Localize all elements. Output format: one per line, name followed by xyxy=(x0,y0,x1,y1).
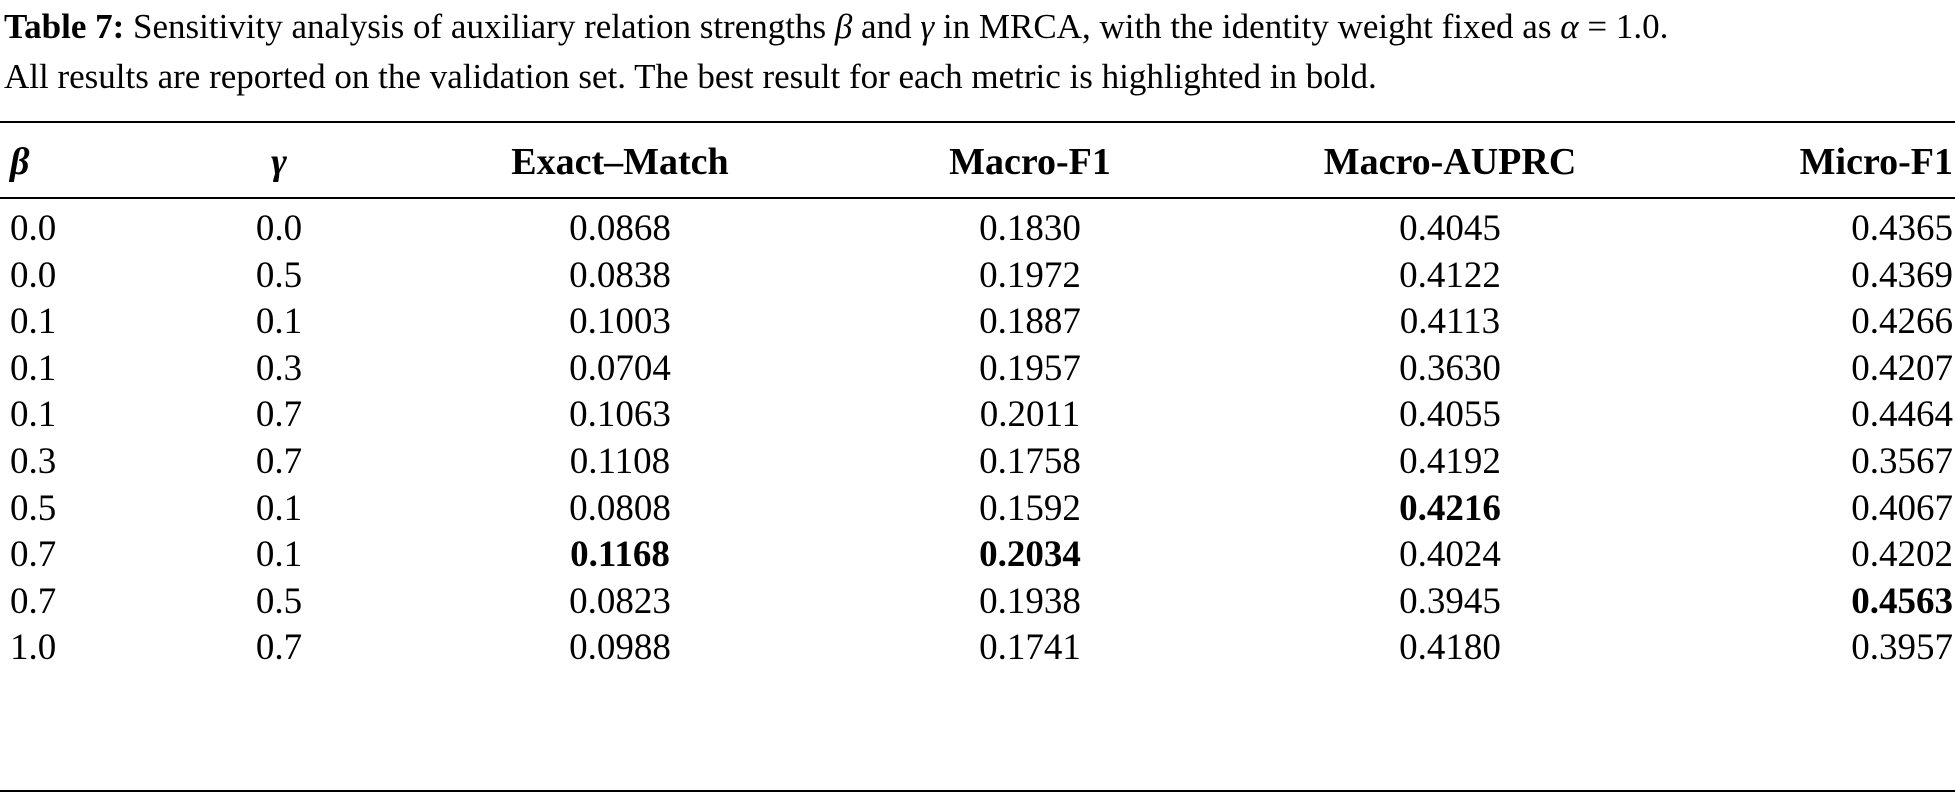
cell-macro-f1: 0.1592 xyxy=(979,487,1081,529)
cell-micro-f1: 0.4464 xyxy=(1851,394,1953,436)
caption-beta-symbol: β xyxy=(834,7,853,46)
cell-exact-match: 0.0988 xyxy=(569,627,671,669)
cell-macro-f1: 0.1972 xyxy=(979,254,1081,296)
cell-beta: 1.0 xyxy=(10,627,57,669)
cell-micro-f1: 0.4266 xyxy=(1851,301,1953,343)
caption-line-1: Table 7: Sensitivity analysis of auxilia… xyxy=(4,2,1954,52)
cell-macro-auprc: 0.4216 xyxy=(1399,487,1501,529)
cell-macro-auprc: 0.4122 xyxy=(1399,254,1501,296)
cell-gamma: 0.7 xyxy=(255,394,303,436)
cell-gamma: 0.7 xyxy=(255,441,303,482)
table-row: 1.0 0.7 0.0988 0.1741 0.4180 0.3957 xyxy=(0,619,1955,677)
cell-micro-f1: 0.4563 xyxy=(1851,580,1953,622)
cell-macro-auprc: 0.3630 xyxy=(1399,347,1501,389)
table-row: 0.7 0.1 0.1168 0.2034 0.4024 0.4202 xyxy=(0,526,1955,584)
table-row: 0.1 0.3 0.0704 0.1957 0.3630 0.4207 xyxy=(0,340,1955,398)
table-bottom-rule xyxy=(0,790,1955,792)
cell-gamma: 0.0 xyxy=(255,208,303,249)
cell-exact-match: 0.1003 xyxy=(569,301,671,343)
cell-exact-match: 0.0868 xyxy=(569,208,671,249)
header-micro-f1: Micro-F1 xyxy=(1799,141,1953,183)
cell-beta: 0.1 xyxy=(10,347,57,389)
cell-gamma: 0.1 xyxy=(255,534,303,576)
cell-beta: 0.3 xyxy=(10,441,57,482)
cell-macro-f1: 0.1887 xyxy=(979,301,1081,343)
caption-alpha-symbol: α xyxy=(1560,7,1579,46)
cell-gamma: 0.5 xyxy=(255,580,303,622)
cell-macro-f1: 0.1741 xyxy=(979,627,1081,669)
cell-gamma: 0.7 xyxy=(255,627,303,669)
table-header-rule xyxy=(0,197,1955,199)
cell-exact-match: 0.0704 xyxy=(569,347,671,389)
cell-macro-auprc: 0.4192 xyxy=(1399,441,1501,482)
caption-text-1b: and xyxy=(852,7,921,46)
caption-text-1c: in MRCA, with the identity weight fixed … xyxy=(934,7,1561,46)
cell-gamma: 0.1 xyxy=(255,487,303,529)
header-gamma: γ xyxy=(271,141,287,183)
cell-macro-f1: 0.1938 xyxy=(979,580,1081,622)
cell-exact-match: 0.1108 xyxy=(569,441,671,482)
cell-macro-f1: 0.2011 xyxy=(979,394,1081,436)
header-beta: β xyxy=(10,141,30,183)
cell-macro-auprc: 0.4045 xyxy=(1399,208,1501,249)
cell-beta: 0.0 xyxy=(10,208,57,249)
table-row: 0.0 0.5 0.0838 0.1972 0.4122 0.4369 xyxy=(0,247,1955,305)
header-exact-match: Exact–Match xyxy=(511,141,729,183)
caption-line-2: All results are reported on the validati… xyxy=(4,57,1377,96)
caption-label: Table 7: xyxy=(4,7,125,46)
cell-macro-auprc: 0.4024 xyxy=(1399,534,1501,576)
cell-macro-auprc: 0.4113 xyxy=(1399,301,1501,343)
cell-gamma: 0.1 xyxy=(255,301,303,343)
cell-exact-match: 0.0838 xyxy=(569,254,671,296)
table-row: 0.7 0.5 0.0823 0.1938 0.3945 0.4563 xyxy=(0,573,1955,631)
caption-text-1d: = 1.0. xyxy=(1578,7,1669,46)
cell-gamma: 0.3 xyxy=(255,347,303,389)
cell-micro-f1: 0.4067 xyxy=(1851,487,1953,529)
table-header-row: β γ Exact–Match Macro-F1 Macro-AUPRC Mic… xyxy=(0,135,1955,189)
cell-macro-f1: 0.1758 xyxy=(979,441,1081,482)
cell-micro-f1: 0.4365 xyxy=(1851,208,1953,249)
header-macro-f1: Macro-F1 xyxy=(949,141,1111,183)
cell-micro-f1: 0.3957 xyxy=(1851,627,1953,669)
cell-beta: 0.7 xyxy=(10,534,57,576)
cell-beta: 0.0 xyxy=(10,254,57,296)
cell-exact-match: 0.0808 xyxy=(569,487,671,529)
header-macro-auprc: Macro-AUPRC xyxy=(1323,141,1577,183)
caption-gamma-symbol: γ xyxy=(920,7,935,46)
cell-micro-f1: 0.4202 xyxy=(1851,534,1953,576)
table-row: 0.1 0.1 0.1003 0.1887 0.4113 0.4266 xyxy=(0,293,1955,351)
cell-micro-f1: 0.4369 xyxy=(1851,254,1953,296)
cell-macro-auprc: 0.4180 xyxy=(1399,627,1501,669)
cell-gamma: 0.5 xyxy=(255,254,303,296)
cell-exact-match: 0.1168 xyxy=(570,534,670,576)
cell-beta: 0.1 xyxy=(10,394,57,436)
caption-text-1a: Sensitivity analysis of auxiliary relati… xyxy=(124,7,835,46)
cell-micro-f1: 0.3567 xyxy=(1851,441,1953,482)
table-row: 0.1 0.7 0.1063 0.2011 0.4055 0.4464 xyxy=(0,386,1955,444)
table-row: 0.5 0.1 0.0808 0.1592 0.4216 0.4067 xyxy=(0,480,1955,538)
table-row: 0.3 0.7 0.1108 0.1758 0.4192 0.3567 xyxy=(0,433,1955,491)
table-row: 0.0 0.0 0.0868 0.1830 0.4045 0.4365 xyxy=(0,200,1955,258)
cell-macro-f1: 0.1830 xyxy=(979,208,1081,249)
cell-exact-match: 0.0823 xyxy=(569,580,671,622)
table-top-rule xyxy=(0,121,1955,123)
cell-beta: 0.7 xyxy=(10,580,57,622)
cell-micro-f1: 0.4207 xyxy=(1851,347,1953,389)
cell-macro-auprc: 0.3945 xyxy=(1399,580,1501,622)
cell-macro-auprc: 0.4055 xyxy=(1399,394,1501,436)
cell-macro-f1: 0.1957 xyxy=(979,347,1081,389)
cell-exact-match: 0.1063 xyxy=(569,394,671,436)
cell-beta: 0.1 xyxy=(10,301,57,343)
table-caption: Table 7: Sensitivity analysis of auxilia… xyxy=(4,2,1954,102)
cell-macro-f1: 0.2034 xyxy=(979,534,1081,576)
cell-beta: 0.5 xyxy=(10,487,57,529)
